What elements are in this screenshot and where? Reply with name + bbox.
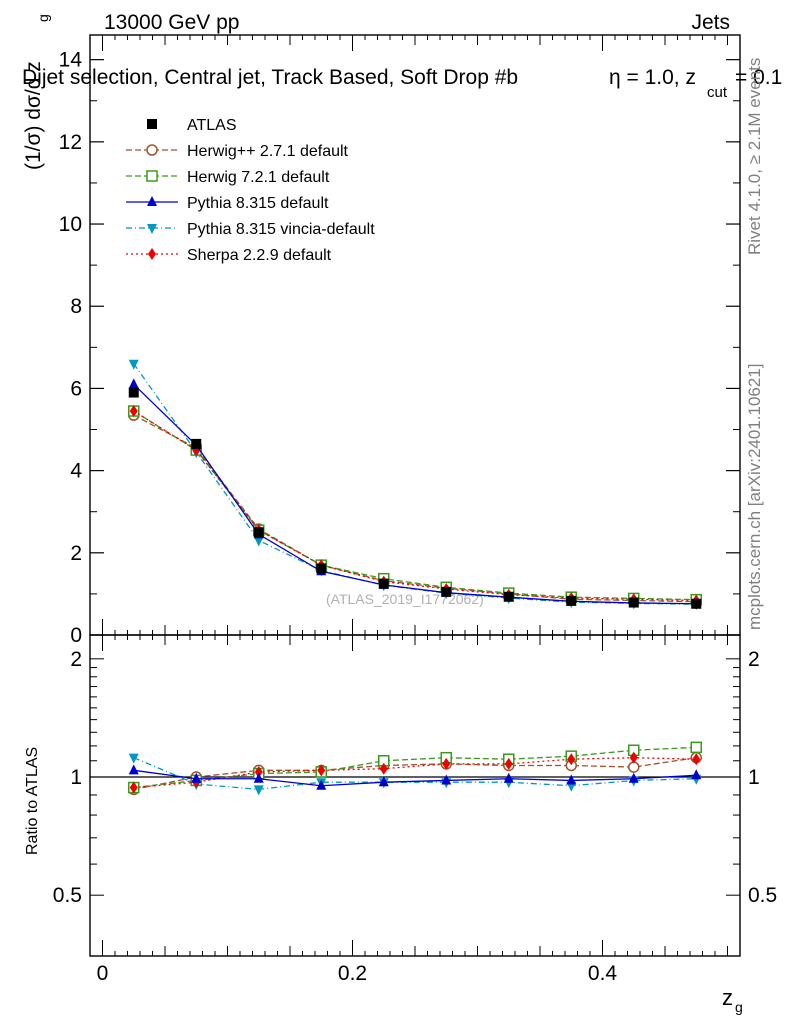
- main-y-ticks: 0 2 4 6 8 10 12 14: [59, 49, 740, 647]
- mcplots-label: mcplots.cern.ch [arXiv:2401.10621]: [745, 364, 764, 630]
- ratio-point-pythia-8-315-default: [628, 772, 639, 783]
- series-line-pythia-8-315-default: [133, 383, 697, 605]
- ratio-y-ticks: 0.5 0.5 1 1 2 2: [53, 648, 777, 907]
- ratio-point-pythia-8-315-default: [316, 779, 327, 790]
- series-line-herwig-7-2-1-default: [133, 410, 697, 601]
- main-ylabel-sub: g: [35, 14, 51, 22]
- ratio-y-tick-label: 1: [70, 766, 82, 789]
- ratio-point-sherpa-2-2-9-default: [317, 764, 326, 777]
- legend-marker-atlas: [147, 119, 157, 129]
- legend-label-pythia-8-315-default: Pythia 8.315 default: [187, 195, 329, 212]
- legend-marker-herwig-2-7-1-default: [146, 144, 158, 156]
- point-atlas: [503, 591, 514, 602]
- point-atlas: [628, 597, 639, 608]
- ratio-y-tick-label: 0.5: [53, 884, 82, 907]
- xlabel-text: z: [722, 985, 733, 1010]
- legend-label-herwig-2-7-1-default: Herwig++ 2.7.1 default: [187, 143, 349, 160]
- ratio-line-pythia-8-315-vincia-default: [133, 757, 697, 791]
- legend-label-atlas: ATLAS: [187, 117, 237, 134]
- plot-title-main: Dijet selection, Central jet, Track Base…: [22, 66, 518, 89]
- y-tick-label: 2: [70, 542, 82, 565]
- point-atlas: [566, 595, 577, 606]
- point-pythia-8-315-default: [128, 378, 139, 389]
- ratio-y-tick-label-right: 0.5: [748, 884, 777, 907]
- plot-title: Dijet selection, Central jet, Track Base…: [22, 66, 782, 101]
- ratio-point-pythia-8-315-vincia-default: [253, 785, 264, 796]
- point-atlas: [378, 578, 389, 589]
- x-tick-label: 0.2: [338, 962, 367, 985]
- legend: ATLAS Herwig++ 2.7.1 default Herwig 7.2.1 …: [126, 117, 375, 264]
- y-tick-label: 8: [70, 295, 82, 318]
- x-tick-label: 0: [97, 962, 109, 985]
- y-tick-label: 14: [59, 49, 83, 72]
- ratio-line-herwig-2-7-1-default: [133, 757, 697, 791]
- legend-label-herwig-7-2-1-default: Herwig 7.2.1 default: [187, 169, 330, 186]
- ratio-y-tick-label: 2: [70, 648, 82, 671]
- ratio-point-pythia-8-315-default: [378, 776, 389, 787]
- ratio-point-sherpa-2-2-9-default: [567, 753, 576, 766]
- main-y-axis-title: (1/σ) dσ/d z g: [22, 14, 51, 170]
- ratio-line-sherpa-2-2-9-default: [133, 757, 697, 789]
- ratio-point-sherpa-2-2-9-default: [504, 757, 513, 770]
- ratio-y-tick-label-right: 2: [748, 648, 760, 671]
- ratio-point-sherpa-2-2-9-default: [629, 751, 638, 764]
- y-tick-label: 12: [59, 131, 82, 154]
- legend-marker-herwig-7-2-1-default: [146, 170, 158, 182]
- ratio-point-pythia-8-315-default: [566, 774, 577, 785]
- energy-label: 13000 GeV pp: [104, 11, 239, 34]
- ratio-point-sherpa-2-2-9-default: [254, 765, 263, 778]
- main-ylabel-text: (1/σ) dσ/d z: [22, 61, 45, 170]
- ratio-point-sherpa-2-2-9-default: [129, 781, 138, 794]
- ratio-series-layer: [128, 741, 702, 796]
- legend-marker-sherpa-2-2-9-default: [148, 248, 156, 260]
- ratio-point-pythia-8-315-default: [128, 764, 139, 775]
- point-atlas: [691, 598, 702, 609]
- ratio-point-pythia-8-315-default: [441, 774, 452, 785]
- legend-marker-pythia-8-315-vincia-default: [147, 224, 157, 234]
- ratio-point-sherpa-2-2-9-default: [379, 762, 388, 775]
- point-atlas: [253, 527, 264, 538]
- legend-marker-pythia-8-315-default: [147, 196, 157, 206]
- point-atlas: [191, 438, 202, 449]
- y-tick-label: 10: [59, 213, 82, 236]
- x-ticks: 0 0.2 0.4: [97, 35, 728, 985]
- main-series-layer: [128, 359, 702, 611]
- point-atlas: [441, 586, 452, 597]
- y-tick-label: 6: [70, 377, 82, 400]
- ratio-point-sherpa-2-2-9-default: [442, 757, 451, 770]
- xlabel-sub: g: [735, 999, 743, 1015]
- ratio-point-herwig-7-2-1-default: [690, 741, 702, 754]
- ratio-line-pythia-8-315-default: [133, 769, 697, 787]
- ratio-point-pythia-8-315-default: [691, 769, 702, 780]
- x-tick-label: 0.4: [588, 962, 618, 985]
- x-axis-title: z g: [722, 985, 743, 1015]
- series-line-pythia-8-315-vincia-default: [133, 363, 697, 605]
- series-line-sherpa-2-2-9-default: [133, 410, 697, 602]
- ratio-frame: [89, 634, 741, 957]
- point-sherpa-2-2-9-default: [129, 405, 138, 418]
- y-tick-label: 0: [70, 624, 82, 647]
- series-line-herwig-2-7-1-default: [133, 414, 697, 603]
- process-label: Jets: [691, 11, 730, 34]
- point-pythia-8-315-vincia-default: [128, 359, 139, 370]
- ratio-y-axis-title: Ratio to ATLAS: [24, 747, 41, 855]
- ratio-point-pythia-8-315-default: [253, 772, 264, 783]
- ratio-point-sherpa-2-2-9-default: [692, 753, 701, 766]
- ratio-point-pythia-8-315-default: [191, 772, 202, 783]
- ratio-y-tick-label-right: 1: [748, 766, 760, 789]
- plot-title-end: = 0.1: [735, 66, 782, 89]
- legend-label-pythia-8-315-vincia-default: Pythia 8.315 vincia-default: [187, 221, 375, 238]
- ratio-point-pythia-8-315-default: [503, 772, 514, 783]
- point-pythia-8-315-vincia-default: [253, 536, 264, 547]
- rivet-label: Rivet 4.1.0, ≥ 2.1M events: [745, 58, 764, 255]
- plot-title-eta: η = 1.0, z: [609, 66, 696, 89]
- point-atlas: [316, 563, 327, 574]
- plot-title-sub: cut: [707, 84, 728, 101]
- point-atlas: [128, 387, 139, 398]
- y-tick-label: 4: [70, 460, 82, 483]
- legend-label-sherpa-2-2-9-default: Sherpa 2.2.9 default: [187, 247, 332, 264]
- ratio-point-pythia-8-315-vincia-default: [128, 753, 139, 764]
- ratio-line-herwig-7-2-1-default: [133, 746, 697, 789]
